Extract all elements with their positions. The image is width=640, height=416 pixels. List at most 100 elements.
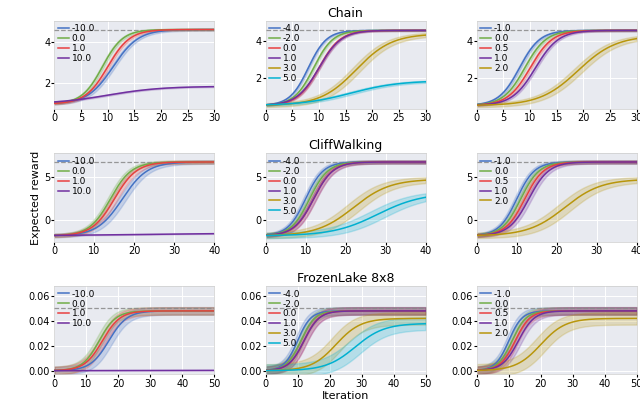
3.0 (378, 45, 386, 50)
1.0 (362, 160, 370, 165)
-10.0 (151, 30, 159, 35)
1.0 (211, 159, 218, 164)
-4.0 (325, 309, 333, 314)
0.5 (473, 233, 481, 238)
Legend: -4.0, -2.0, 0.0, 1.0, 3.0, 5.0: -4.0, -2.0, 0.0, 1.0, 3.0, 5.0 (268, 156, 301, 216)
10.0 (211, 231, 218, 236)
1.0 (492, 101, 500, 106)
0.0 (166, 160, 173, 165)
0.0 (325, 49, 333, 54)
1.0 (378, 160, 386, 165)
Line: -4.0: -4.0 (266, 30, 426, 105)
5.0 (281, 102, 289, 106)
1.0 (167, 160, 175, 165)
Title: FrozenLake 8x8: FrozenLake 8x8 (297, 272, 394, 285)
-10.0 (114, 203, 122, 208)
1.0 (525, 76, 532, 81)
0.0 (102, 326, 110, 331)
1.0 (377, 160, 385, 165)
0.5 (492, 100, 500, 105)
10.0 (114, 368, 122, 373)
5.0 (281, 368, 289, 373)
10.0 (70, 233, 77, 238)
-1.0 (589, 28, 597, 33)
Line: 0.5: 0.5 (477, 162, 637, 235)
5.0 (362, 87, 370, 92)
5.0 (314, 365, 321, 370)
Legend: -1.0, 0.0, 0.5, 1.0, 2.0: -1.0, 0.0, 0.5, 1.0, 2.0 (479, 156, 513, 206)
1.0 (262, 368, 269, 373)
2.0 (589, 55, 597, 60)
0.0 (492, 98, 500, 103)
-1.0 (633, 308, 640, 313)
3.0 (422, 32, 429, 37)
2.0 (525, 98, 532, 103)
5.0 (314, 230, 321, 235)
0.0 (588, 28, 596, 33)
-1.0 (473, 102, 481, 107)
10.0 (151, 87, 159, 92)
1.0 (362, 29, 370, 34)
Line: 10.0: 10.0 (54, 234, 214, 235)
Legend: -1.0, 0.0, 0.5, 1.0, 2.0: -1.0, 0.0, 0.5, 1.0, 2.0 (479, 289, 513, 339)
3.0 (325, 349, 333, 354)
5.0 (377, 84, 385, 89)
-2.0 (362, 28, 370, 33)
1.0 (422, 308, 429, 313)
10.0 (70, 368, 77, 373)
5.0 (262, 368, 269, 373)
10.0 (167, 368, 175, 373)
2.0 (473, 233, 481, 238)
0.0 (114, 41, 122, 46)
0.0 (536, 168, 544, 173)
Line: 5.0: 5.0 (266, 324, 426, 371)
Line: 1.0: 1.0 (266, 311, 426, 370)
0.0 (573, 160, 581, 165)
-4.0 (378, 308, 386, 313)
0.5 (525, 67, 532, 72)
Line: 2.0: 2.0 (477, 39, 637, 105)
-4.0 (422, 159, 429, 164)
Line: 0.0: 0.0 (266, 311, 426, 370)
-1.0 (492, 361, 500, 366)
0.5 (633, 28, 640, 33)
Line: 0.0: 0.0 (266, 30, 426, 105)
-1.0 (525, 49, 532, 54)
Legend: -10.0, 0.0, 1.0, 10.0: -10.0, 0.0, 1.0, 10.0 (57, 156, 96, 197)
1.0 (281, 100, 289, 105)
1.0 (378, 308, 386, 313)
-2.0 (378, 159, 386, 164)
-10.0 (70, 98, 77, 103)
Line: 0.0: 0.0 (477, 311, 637, 370)
Legend: -10.0, 0.0, 1.0, 10.0: -10.0, 0.0, 1.0, 10.0 (57, 289, 96, 329)
3.0 (377, 45, 385, 50)
Line: -10.0: -10.0 (54, 162, 214, 235)
-2.0 (377, 28, 385, 33)
-4.0 (362, 28, 370, 33)
Line: -1.0: -1.0 (477, 311, 637, 370)
3.0 (325, 222, 333, 227)
0.0 (525, 314, 532, 319)
-10.0 (151, 309, 159, 314)
0.0 (377, 160, 385, 165)
1.0 (377, 308, 385, 313)
Line: -10.0: -10.0 (54, 30, 214, 103)
1.0 (102, 66, 110, 71)
2.0 (633, 36, 640, 41)
0.5 (573, 308, 581, 313)
-4.0 (362, 160, 370, 165)
1.0 (70, 231, 77, 236)
0.5 (573, 160, 581, 165)
0.0 (167, 308, 175, 313)
0.0 (588, 159, 596, 164)
-2.0 (262, 102, 269, 107)
0.0 (167, 27, 175, 32)
Legend: -4.0, -2.0, 0.0, 1.0, 3.0, 5.0: -4.0, -2.0, 0.0, 1.0, 3.0, 5.0 (268, 289, 301, 349)
-4.0 (281, 98, 289, 103)
0.5 (589, 160, 597, 165)
-10.0 (51, 101, 58, 106)
2.0 (588, 56, 596, 61)
0.0 (151, 309, 159, 314)
-4.0 (314, 48, 321, 53)
2.0 (473, 103, 481, 108)
